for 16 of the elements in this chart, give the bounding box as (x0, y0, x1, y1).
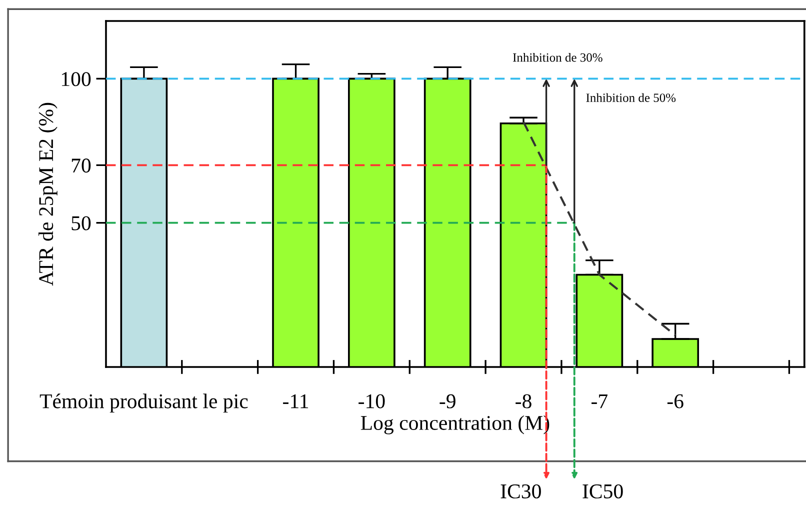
x-tick-label: Témoin produisant le pic (40, 394, 248, 413)
x-tick-label: -11 (283, 394, 308, 408)
x-tick-label: -9 (440, 394, 456, 408)
x-tick-label: -10 (358, 394, 385, 408)
annotation: Inhibition de 30% (512, 52, 602, 62)
y-axis-title: ATR de 25pM E2 (%) (38, 102, 58, 286)
x-tick-label: -8 (516, 394, 532, 408)
y-tick-label: 70 (72, 158, 91, 173)
x-axis-title: Log concentration (M) (360, 415, 550, 434)
x-tick-label: -6 (667, 394, 684, 408)
annotation: IC30 (500, 484, 541, 498)
y-tick-label: 50 (72, 216, 91, 230)
annotation: Inhibition de 50% (586, 93, 676, 102)
annotation: IC50 (582, 484, 623, 498)
y-tick-label: 100 (62, 72, 91, 86)
x-tick-label: -7 (592, 394, 608, 408)
